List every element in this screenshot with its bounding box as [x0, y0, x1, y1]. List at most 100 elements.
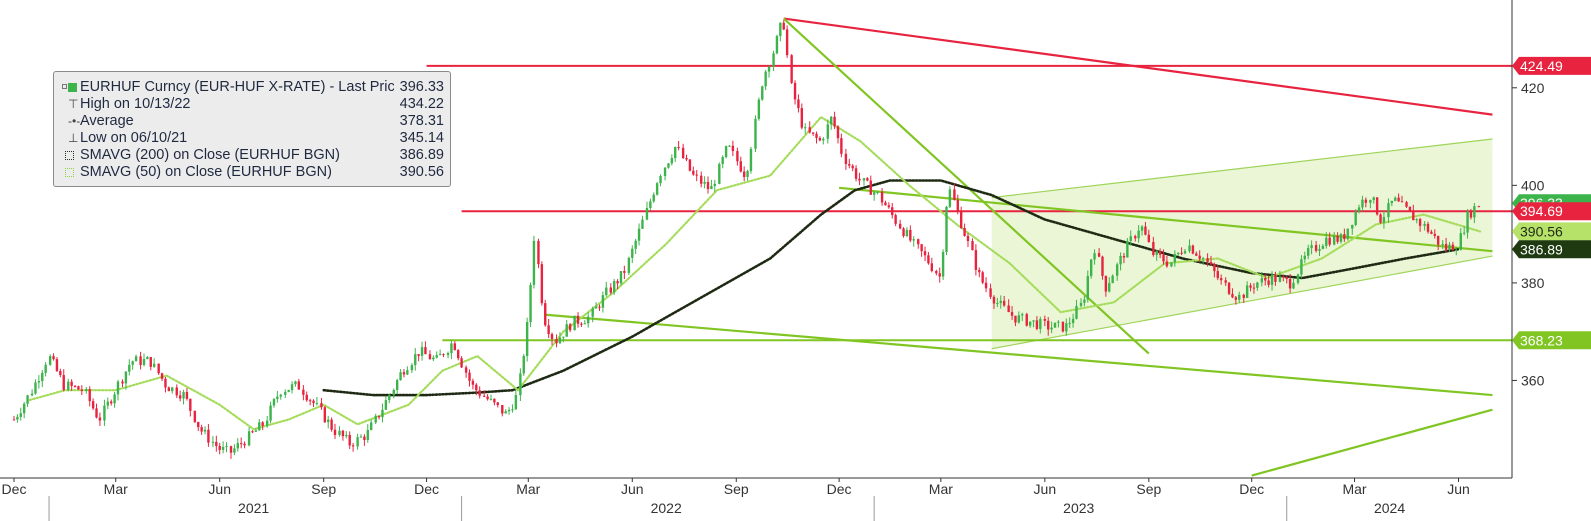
candle-body: [1165, 261, 1169, 267]
candle-body: [12, 419, 16, 421]
candle-body: [1264, 278, 1267, 281]
candle-body: [1173, 254, 1177, 263]
sma200-swatch: [62, 147, 80, 164]
candle-body: [1260, 278, 1264, 283]
candle-body: [757, 99, 761, 119]
candle-body: [258, 422, 261, 431]
legend-label: High on 10/13/22: [80, 96, 191, 112]
candle-body: [959, 210, 963, 228]
candle-body: [876, 191, 879, 193]
candle-body: [848, 164, 851, 166]
candle-body: [586, 316, 590, 324]
candle-body: [486, 396, 489, 400]
candle-body: [1234, 297, 1238, 300]
candle-body: [793, 82, 797, 100]
candle-body: [265, 420, 269, 426]
candle-body: [356, 437, 359, 447]
candle-body: [736, 151, 739, 162]
candle-body: [550, 334, 554, 340]
candle-body: [935, 270, 938, 274]
candle-body: [41, 372, 44, 382]
candle-body: [1201, 258, 1205, 260]
candle-body: [1426, 223, 1430, 232]
candle-body: [953, 189, 956, 200]
candle-body: [297, 381, 301, 390]
candle-body: [1108, 283, 1111, 292]
candle-body: [351, 445, 355, 447]
candle-body: [1053, 322, 1057, 328]
candle-body: [134, 356, 138, 362]
candle-body: [1025, 314, 1028, 326]
candle-body: [139, 356, 142, 365]
y-tick-label: 360: [1521, 372, 1545, 388]
candle-body: [320, 403, 323, 408]
candle-body: [1134, 236, 1137, 239]
legend-label: SMAVG (200) on Close (EURHUF BGN): [80, 147, 340, 163]
candle-body: [1043, 318, 1047, 321]
candle-body: [649, 201, 652, 208]
low-marker-icon: ⊥: [68, 131, 79, 145]
candle-body: [1441, 243, 1444, 245]
candle-body: [203, 429, 207, 432]
candle-body: [116, 381, 120, 395]
candle-body: [366, 429, 369, 440]
candle-body: [1242, 294, 1245, 298]
candle-body: [830, 116, 833, 125]
x-tick-label: Sep: [1136, 481, 1161, 497]
candle-body: [800, 108, 804, 128]
candle-body: [261, 422, 264, 426]
candle-body: [898, 223, 902, 229]
x-tick-label: Dec: [827, 481, 852, 497]
candle-body: [1292, 282, 1295, 289]
candle-body: [247, 431, 251, 446]
candle-body: [22, 403, 26, 414]
candle-body: [1119, 255, 1122, 265]
candle-body: [1010, 312, 1014, 316]
candle-body: [1469, 211, 1473, 218]
legend-value: 378.31: [399, 113, 444, 129]
candle-body: [359, 436, 363, 438]
candle-body: [218, 446, 221, 450]
candle-body: [377, 415, 381, 418]
series-color-swatch: [62, 79, 80, 96]
candle-body: [912, 239, 915, 241]
candle-body: [504, 411, 507, 414]
x-tick-label: Dec: [414, 481, 439, 497]
candle-body: [197, 421, 200, 428]
candle-body: [1089, 259, 1093, 277]
candle-body: [948, 189, 952, 207]
candle-body: [338, 430, 341, 435]
candle-body: [989, 288, 992, 297]
candle-body: [73, 385, 77, 387]
candle-body: [1158, 250, 1162, 255]
candle-body: [1303, 255, 1307, 260]
candle-body: [1466, 211, 1469, 233]
value-tag-bg: [1512, 331, 1591, 350]
candle-body: [1209, 262, 1213, 265]
candle-body: [1343, 234, 1346, 240]
candle-body: [984, 282, 988, 289]
candle-body: [869, 180, 872, 195]
candle-body: [884, 202, 887, 206]
x-tick-label: Jun: [621, 481, 644, 497]
candle-body: [1155, 250, 1158, 255]
value-tag-bg: [1512, 202, 1591, 221]
candle-body: [761, 86, 764, 100]
candle-body: [833, 116, 836, 127]
candle-body: [779, 22, 782, 37]
candle-body: [525, 322, 529, 356]
candle-body: [1231, 293, 1234, 298]
candle-body: [152, 363, 156, 367]
legend-value: 386.89: [399, 147, 444, 163]
candle-body: [667, 163, 670, 168]
candle-body: [1423, 223, 1426, 226]
candle-body: [1129, 236, 1132, 241]
candle-body: [1227, 282, 1231, 294]
candle-body: [1351, 224, 1354, 229]
candle-body: [363, 436, 366, 440]
candle-body: [215, 441, 218, 447]
candle-body: [1144, 226, 1147, 235]
candle-body: [16, 416, 19, 420]
candle-body: [406, 370, 409, 375]
